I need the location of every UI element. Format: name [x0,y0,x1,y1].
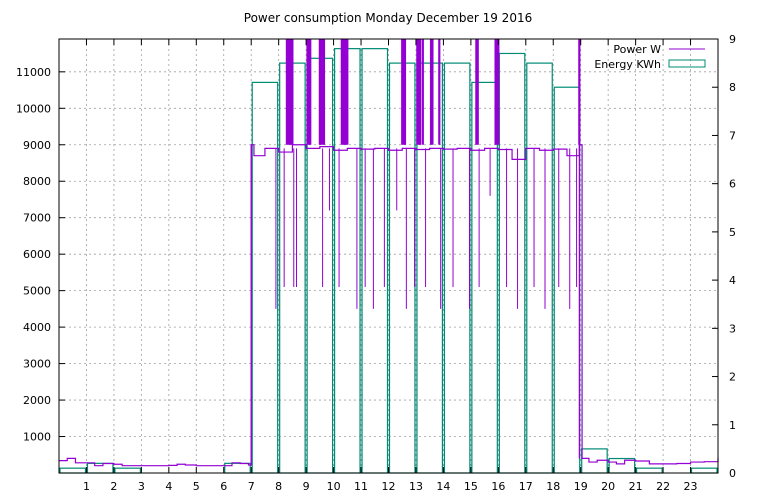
y-tick-label-left: 10000 [16,102,51,115]
legend-label-power: Power W [613,43,661,56]
y-tick-label-right: 4 [729,274,736,287]
x-tick-label: 21 [629,480,643,493]
x-tick-label: 20 [601,480,615,493]
y-tick-label-left: 4000 [23,321,51,334]
x-tick-label: 22 [656,480,670,493]
y-tick-label-left: 8000 [23,175,51,188]
energy-bar [361,48,389,474]
legend: Power W Energy KWh [594,43,706,71]
y-tick-label-right: 8 [729,81,736,94]
x-tick-label: 1 [83,480,90,493]
x-tick-label: 6 [220,480,227,493]
x-tick-label: 2 [110,480,117,493]
x-tick-label: 7 [248,480,255,493]
power-series [59,39,719,467]
x-tick-label: 4 [165,480,172,493]
x-tick-label: 13 [409,480,423,493]
y-axis-right: 0 1 2 3 4 5 6 7 8 9 [712,33,736,480]
y-tick-label-right: 9 [729,33,736,46]
y-tick-label-right: 5 [729,226,736,239]
energy-bar [498,52,526,474]
y-tick-label-right: 2 [729,371,736,384]
x-tick-label: 5 [193,480,200,493]
y-tick-label-right: 7 [729,129,736,142]
legend-label-energy: Energy KWh [594,58,661,71]
x-axis: 1 2 3 4 5 6 7 8 9 10 11 12 13 14 15 16 17 18 19 20 21 22 23 [83,39,698,493]
y-tick-label-left: 6000 [23,248,51,261]
x-tick-label: 23 [684,480,698,493]
x-tick-label: 11 [354,480,368,493]
x-tick-label: 8 [275,480,282,493]
x-tick-label: 17 [519,480,533,493]
y-tick-label-left: 7000 [23,212,51,225]
y-tick-label-left: 2000 [23,394,51,407]
y-tick-label-left: 1000 [23,431,51,444]
y-tick-label-right: 1 [729,419,736,432]
y-tick-label-right: 6 [729,178,736,191]
y-tick-label-right: 3 [729,322,736,335]
energy-bar [636,467,663,474]
legend-swatch-energy [668,59,706,68]
energy-bar [251,81,279,474]
energy-bar [443,62,471,474]
grid [59,39,718,473]
y-tick-label-left: 11000 [16,66,51,79]
x-tick-label: 16 [491,480,505,493]
y-tick-label-left: 3000 [23,358,51,371]
energy-bar [224,462,251,474]
x-tick-label: 18 [546,480,560,493]
energy-bar [526,62,553,474]
y-tick-label-right: 0 [729,467,736,480]
energy-bar [581,448,608,474]
energy-bar [59,467,87,474]
energy-bar [86,462,114,474]
chart-title: Power consumption Monday December 19 201… [244,11,532,25]
x-tick-label: 15 [464,480,478,493]
energy-bar [114,467,141,474]
y-axis-left: 1000 2000 3000 4000 5000 6000 7000 8000 9000 1000… [16,66,65,444]
energy-bar [690,467,718,474]
y-tick-label-left: 5000 [23,285,51,298]
x-tick-label: 3 [138,480,145,493]
x-tick-label: 9 [303,480,310,493]
x-tick-label: 10 [327,480,341,493]
power-line [59,144,719,467]
y-tick-label-left: 9000 [23,139,51,152]
x-tick-label: 14 [436,480,450,493]
x-tick-label: 19 [574,480,588,493]
x-tick-label: 12 [382,480,396,493]
